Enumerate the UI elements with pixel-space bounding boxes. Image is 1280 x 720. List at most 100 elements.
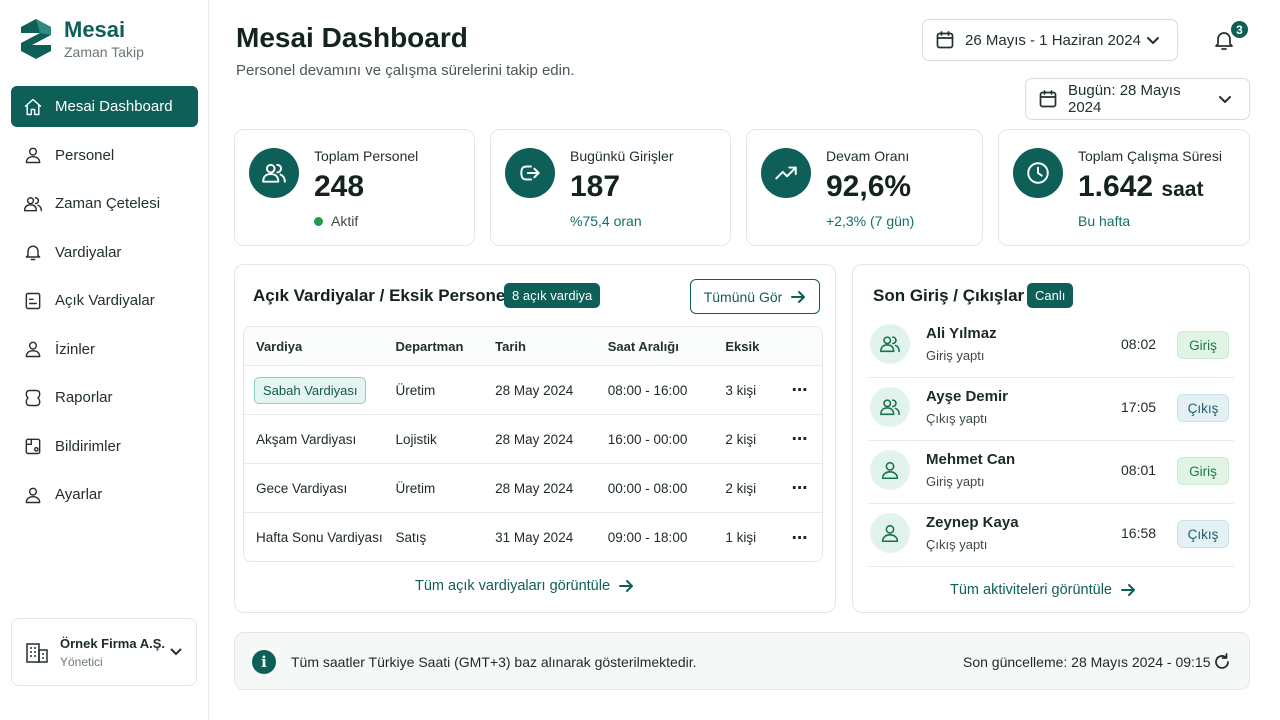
login-arrow-icon xyxy=(505,148,555,198)
activity-time: 08:02 xyxy=(1121,336,1157,352)
stat-card-total-work-time: Toplam Çalışma Süresi 1.642 saat Bu haft… xyxy=(998,129,1250,246)
info-icon: i xyxy=(252,650,276,674)
table-header: Vardiya Departman Tarih Saat Aralığı Eks… xyxy=(244,327,822,366)
sidebar-item-raporlar[interactable]: Raporlar xyxy=(11,377,198,418)
shift-cell: Gece Vardiyası xyxy=(256,480,348,496)
sidebar-item-personel[interactable]: Personel xyxy=(11,135,198,176)
chevron-down-icon xyxy=(168,643,184,664)
column-header[interactable]: Departman xyxy=(395,338,464,354)
info-footer: i Tüm saatler Türkiye Saati (GMT+3) baz … xyxy=(234,632,1250,690)
open-shifts-panel: Açık Vardiyalar / Eksik Personel 8 açık … xyxy=(234,264,836,613)
dept-cell: Üretim xyxy=(395,480,436,496)
users-icon xyxy=(23,194,43,214)
user-avatar-icon xyxy=(870,513,910,553)
hours-cell: 08:00 - 16:00 xyxy=(607,382,688,398)
active-status-dot xyxy=(314,217,323,226)
trending-up-icon xyxy=(761,148,811,198)
logo-icon xyxy=(21,19,51,59)
column-header[interactable]: Tarih xyxy=(495,338,526,354)
employee-name: Ayşe Demir xyxy=(926,388,1008,405)
sidebar-nav: Mesai Dashboard Personel Zaman Çetelesi … xyxy=(11,86,198,523)
shift-cell: Hafta Sonu Vardiyası xyxy=(256,530,383,545)
today-date-picker[interactable]: Bugün: 28 Mayıs 2024 xyxy=(1025,78,1250,120)
dept-cell: Satış xyxy=(395,530,427,545)
column-header[interactable]: Saat Aralığı xyxy=(607,338,679,354)
sidebar-item-bildirimler[interactable]: Bildirimler xyxy=(11,426,198,467)
sidebar-item-dashboard[interactable]: Mesai Dashboard xyxy=(11,86,198,127)
stat-card-today-entries: Bugünkü Girişler 187 %75,4 oran xyxy=(490,129,731,246)
shift-name-highlight[interactable]: Sabah Vardiyası xyxy=(254,376,367,404)
more-actions-icon[interactable]: ⋯ xyxy=(791,382,809,399)
more-actions-icon[interactable]: ⋯ xyxy=(791,480,809,497)
users-icon xyxy=(249,148,299,198)
stat-label: Toplam Çalışma Süresi xyxy=(1078,148,1222,164)
sidebar-item-vardiyalar[interactable]: Vardiyalar xyxy=(11,232,198,273)
home-icon xyxy=(23,97,43,117)
employee-name: Mehmet Can xyxy=(926,451,1016,468)
column-header[interactable]: Vardiya xyxy=(256,338,303,354)
activity-item[interactable]: Zeynep Kaya Çıkış yaptı 16:58 Çıkış xyxy=(868,504,1234,567)
activity-item[interactable]: Mehmet Can Giriş yaptı 08:01 Giriş xyxy=(868,441,1234,504)
stat-sub: %75,4 oran xyxy=(570,213,642,229)
stat-card-total-staff: Toplam Personel 248 Aktif xyxy=(234,129,475,246)
employee-name: Ali Yılmaz xyxy=(926,325,997,342)
building-icon xyxy=(24,639,50,665)
exit-tag: Çıkış xyxy=(1177,394,1229,422)
list-icon xyxy=(23,291,43,311)
stat-value: 248 xyxy=(314,170,365,203)
arrow-right-icon xyxy=(791,290,806,303)
view-all-button[interactable]: Tümünü Gör xyxy=(690,279,820,314)
view-all-label: Tümünü Gör xyxy=(703,288,783,305)
brand-title: Mesai xyxy=(64,17,126,42)
date-range-picker[interactable]: 26 Mayıs - 1 Haziran 2024 xyxy=(922,19,1178,61)
notifications-bell-icon[interactable] xyxy=(1212,28,1236,52)
page-subtitle: Personel devamını ve çalışma sürelerini … xyxy=(236,62,575,79)
activity-item[interactable]: Ali Yılmaz Giriş yaptı 08:02 Giriş xyxy=(868,315,1234,378)
column-header[interactable]: Eksik xyxy=(725,338,760,354)
view-all-activity-link[interactable]: Tüm aktiviteleri görüntüle xyxy=(950,582,1136,598)
activity-time: 08:01 xyxy=(1121,462,1157,478)
brand-logo[interactable]: Mesai Zaman Takip xyxy=(18,17,144,61)
hours-cell: 09:00 - 18:00 xyxy=(607,530,688,545)
open-shifts-title: Açık Vardiyalar / Eksik Personel xyxy=(253,286,511,305)
more-actions-icon[interactable]: ⋯ xyxy=(791,529,809,547)
exit-tag: Çıkış xyxy=(1177,520,1229,548)
sidebar-item-ayarlar[interactable]: Ayarlar xyxy=(11,474,198,515)
table-row[interactable]: Hafta Sonu Vardiyası Satış 31 May 2024 0… xyxy=(244,513,822,561)
more-actions-icon[interactable]: ⋯ xyxy=(791,431,809,448)
bell-icon xyxy=(23,242,43,262)
stat-value-unit: saat xyxy=(1161,178,1204,201)
sidebar-item-zaman-cetelesi[interactable]: Zaman Çetelesi xyxy=(11,183,198,224)
link-label: Tüm aktiviteleri görüntüle xyxy=(950,582,1112,598)
clock-icon xyxy=(1013,148,1063,198)
date-range-label: 26 Mayıs - 1 Haziran 2024 xyxy=(965,31,1141,49)
table-row[interactable]: Sabah Vardiyası Üretim 28 May 2024 08:00… xyxy=(244,366,822,415)
sidebar-item-label: Raporlar xyxy=(55,389,113,406)
table-row[interactable]: Akşam Vardiyası Lojistik 28 May 2024 16:… xyxy=(244,415,822,464)
entry-tag: Giriş xyxy=(1177,331,1229,359)
stat-label: Devam Oranı xyxy=(826,148,910,164)
recent-activity-panel: Son Giriş / Çıkışlar Canlı Ali Yılmaz Gi… xyxy=(852,264,1250,613)
company-switcher[interactable]: Örnek Firma A.Ş. Yönetici xyxy=(11,618,197,686)
refresh-icon[interactable] xyxy=(1212,652,1232,672)
stat-value-number: 1.642 xyxy=(1078,170,1154,203)
open-shifts-table: Vardiya Departman Tarih Saat Aralığı Eks… xyxy=(243,326,823,562)
stat-sub: Aktif xyxy=(314,213,358,229)
activity-item[interactable]: Ayşe Demir Çıkış yaptı 17:05 Çıkış xyxy=(868,378,1234,441)
sidebar-item-label: Açık Vardiyalar xyxy=(55,292,155,309)
users-icon xyxy=(870,324,910,364)
calendar-icon xyxy=(935,30,955,50)
missing-cell: 2 kişi xyxy=(725,480,757,496)
notification-count-badge: 3 xyxy=(1229,19,1250,40)
view-all-open-shifts-link[interactable]: Tüm açık vardiyaları görüntüle xyxy=(415,578,634,594)
shift-cell: Akşam Vardiyası xyxy=(256,431,357,447)
table-row[interactable]: Gece Vardiyası Üretim 28 May 2024 00:00 … xyxy=(244,464,822,513)
sidebar-item-izinler[interactable]: İzinler xyxy=(11,329,198,370)
missing-cell: 1 kişi xyxy=(725,530,757,545)
sidebar-item-acik-vardiyalar[interactable]: Açık Vardiyalar xyxy=(11,280,198,321)
hours-cell: 00:00 - 08:00 xyxy=(607,480,688,496)
date-cell: 28 May 2024 xyxy=(495,480,574,496)
activity-time: 17:05 xyxy=(1121,399,1157,415)
activity-status: Giriş yaptı xyxy=(926,348,985,363)
